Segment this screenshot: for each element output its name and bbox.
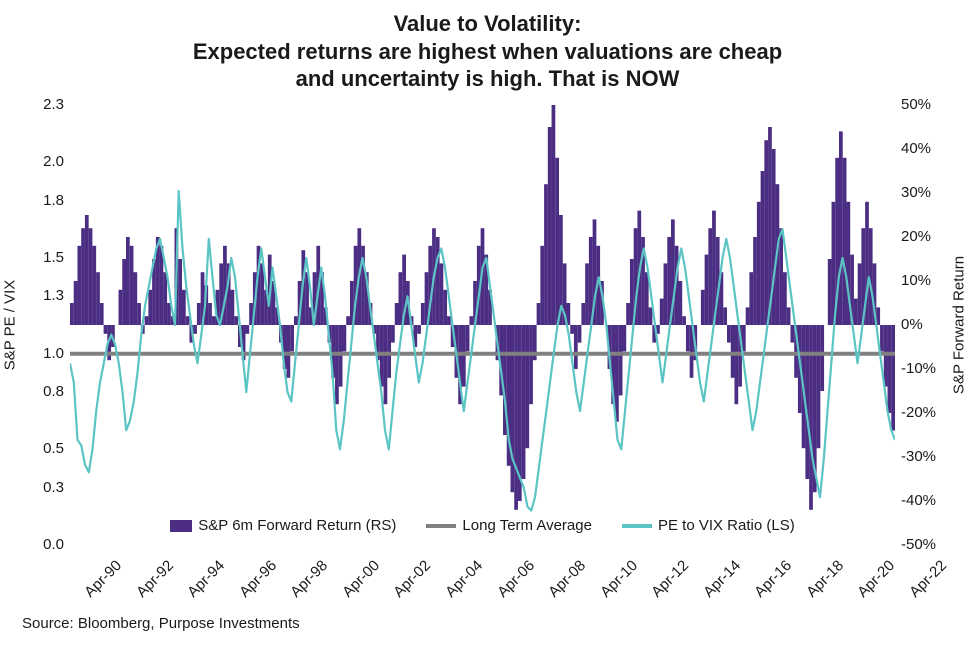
- y-tick-right: 30%: [901, 184, 951, 201]
- x-tick: Apr-20: [855, 557, 899, 601]
- legend-item: Long Term Average: [426, 517, 592, 534]
- legend-swatch: [622, 524, 652, 528]
- y-tick-right: -10%: [901, 360, 951, 377]
- legend-item: S&P 6m Forward Return (RS): [170, 517, 396, 534]
- y-axis-left-label: S&P PE / VIX: [2, 280, 19, 371]
- x-tick: Apr-10: [597, 557, 641, 601]
- chart-source: Source: Bloomberg, Purpose Investments: [22, 615, 300, 632]
- legend-label: Long Term Average: [462, 517, 592, 534]
- y-tick-left: 0.0: [28, 536, 64, 553]
- y-tick-left: 1.8: [28, 192, 64, 209]
- x-tick: Apr-16: [752, 557, 796, 601]
- x-tick: Apr-08: [545, 557, 589, 601]
- x-tick: Apr-00: [339, 557, 383, 601]
- y-tick-left: 0.3: [28, 479, 64, 496]
- y-tick-right: 40%: [901, 140, 951, 157]
- legend-label: PE to VIX Ratio (LS): [658, 517, 795, 534]
- x-tick: Apr-90: [81, 557, 125, 601]
- y-tick-right: -30%: [901, 448, 951, 465]
- title-line-1: Value to Volatility:: [394, 11, 582, 36]
- x-tick: Apr-98: [287, 557, 331, 601]
- chart-legend: S&P 6m Forward Return (RS) Long Term Aver…: [70, 517, 895, 534]
- x-tick: Apr-12: [648, 557, 692, 601]
- title-line-2: Expected returns are highest when valuat…: [193, 39, 782, 64]
- y-tick-left: 1.5: [28, 249, 64, 266]
- legend-item: PE to VIX Ratio (LS): [622, 517, 795, 534]
- y-tick-right: 50%: [901, 96, 951, 113]
- y-tick-right: 20%: [901, 228, 951, 245]
- y-tick-right: 0%: [901, 316, 951, 333]
- x-tick: Apr-22: [906, 557, 950, 601]
- legend-swatch: [426, 524, 456, 528]
- y-axis-right-label: S&P Forward Return: [951, 256, 968, 394]
- x-tick: Apr-18: [803, 557, 847, 601]
- x-tick: Apr-92: [133, 557, 177, 601]
- y-tick-left: 1.3: [28, 287, 64, 304]
- x-tick: Apr-14: [700, 557, 744, 601]
- x-tick: Apr-94: [184, 557, 228, 601]
- chart-plot: [70, 105, 895, 545]
- x-tick: Apr-96: [236, 557, 280, 601]
- y-tick-right: 10%: [901, 272, 951, 289]
- y-tick-right: -40%: [901, 492, 951, 509]
- y-tick-left: 2.0: [28, 153, 64, 170]
- chart-title: Value to Volatility: Expected returns are…: [0, 10, 975, 93]
- legend-label: S&P 6m Forward Return (RS): [198, 517, 396, 534]
- legend-swatch: [170, 520, 192, 532]
- title-line-3: and uncertainty is high. That is NOW: [296, 66, 680, 91]
- y-tick-left: 0.8: [28, 383, 64, 400]
- y-tick-right: -50%: [901, 536, 951, 553]
- x-tick: Apr-04: [442, 557, 486, 601]
- x-tick: Apr-02: [391, 557, 435, 601]
- y-tick-left: 2.3: [28, 96, 64, 113]
- y-tick-left: 1.0: [28, 345, 64, 362]
- y-tick-left: 0.5: [28, 440, 64, 457]
- y-tick-right: -20%: [901, 404, 951, 421]
- x-tick: Apr-06: [494, 557, 538, 601]
